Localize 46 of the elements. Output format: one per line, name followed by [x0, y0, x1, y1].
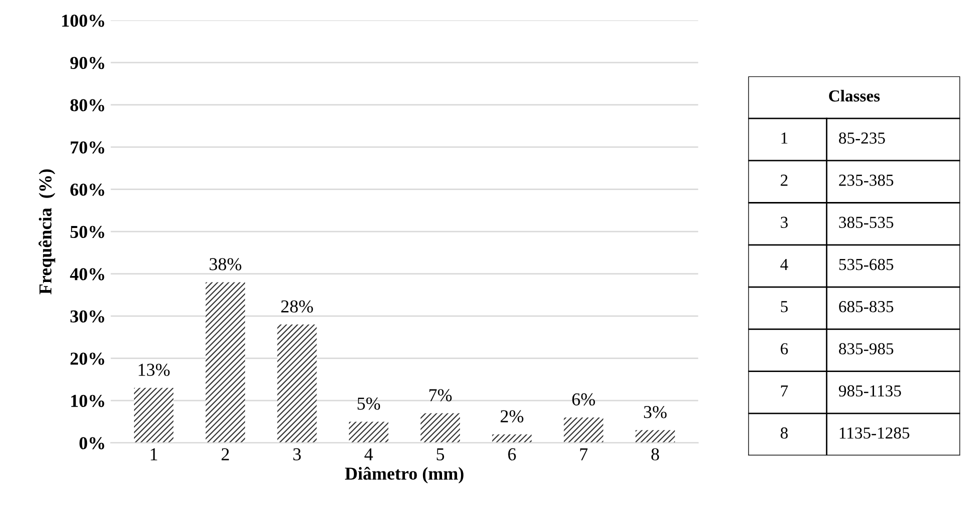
x-tick-label: 4	[364, 448, 373, 460]
x-tick-label: 1	[150, 448, 158, 460]
text: 6 835-985	[780, 343, 894, 354]
data-label: 38%	[210, 258, 242, 270]
data-label: 28%	[281, 300, 313, 313]
x-tick-label: 3	[293, 448, 301, 460]
data-label: 7%	[429, 389, 452, 402]
x-axis-title: Diâmetro (mm)	[345, 466, 464, 484]
y-tick-label: 40%	[70, 268, 104, 280]
y-tick-label: 60%	[70, 184, 104, 196]
bar	[134, 388, 174, 443]
data-label: 3%	[644, 406, 667, 418]
y-tick-label: 30%	[70, 310, 104, 323]
x-tick-label: 8	[651, 448, 660, 460]
text: 4 535-685	[780, 258, 894, 270]
y-tick-label: 100%	[62, 14, 104, 27]
x-tick-label: 6	[508, 448, 516, 460]
bar	[206, 282, 246, 443]
bar	[277, 324, 317, 443]
data-label: 13%	[138, 364, 170, 376]
bar	[348, 422, 388, 443]
y-tick-label: 10%	[71, 394, 104, 408]
bar	[492, 434, 532, 443]
data-label: 2%	[500, 410, 524, 422]
bar	[635, 430, 675, 443]
y-tick-label: 50%	[70, 226, 104, 238]
text: 8 1135-1285	[780, 427, 910, 439]
text: Classes	[829, 90, 880, 102]
text: 5 685-835	[781, 301, 894, 312]
x-tick-label: 5	[436, 448, 444, 460]
text: 1 85-235	[781, 132, 885, 144]
y-tick-label: 0%	[79, 437, 104, 450]
text: 7 985-1135	[781, 385, 901, 397]
y-tick-label: 70%	[70, 141, 104, 154]
y-tick-label: 90%	[70, 56, 104, 70]
y-tick-label: 80%	[70, 99, 104, 112]
data-label: 6%	[572, 393, 595, 406]
bar	[420, 413, 460, 443]
x-tick-label: 2	[222, 448, 229, 460]
text: 2 235-385	[780, 174, 894, 186]
text: 3 385-535	[780, 216, 894, 228]
bar	[564, 417, 604, 443]
x-tick-label: 7	[580, 448, 588, 460]
y-axis-title: Frequência (%)	[38, 169, 56, 294]
y-tick-label: 20%	[70, 352, 104, 365]
data-label: 5%	[358, 398, 380, 410]
